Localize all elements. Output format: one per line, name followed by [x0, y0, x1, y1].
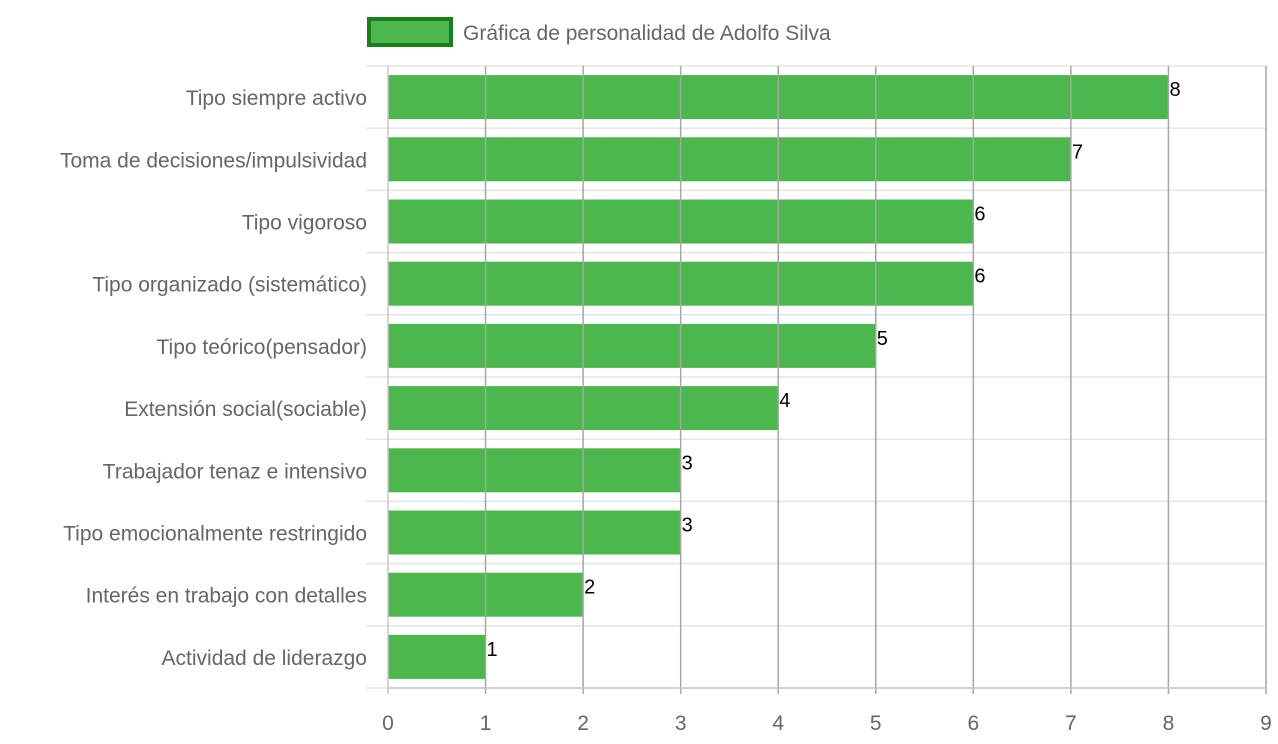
bar[interactable]	[388, 137, 1071, 182]
data-label: 1	[487, 639, 498, 661]
x-tick-label: 5	[870, 712, 882, 735]
x-tick-label: 8	[1163, 712, 1175, 735]
data-label: 2	[584, 577, 595, 599]
data-label: 5	[877, 328, 888, 350]
category-label: Tipo teórico(pensador)	[157, 336, 368, 359]
data-label: 4	[779, 390, 790, 412]
x-tick-label: 3	[675, 712, 687, 735]
axes: 0 1 2 3 4 5 6 7 8 9 Tipo siempre activo Toma de dec…	[60, 66, 1272, 735]
category-label: Tipo siempre activo	[186, 87, 367, 110]
data-label: 6	[974, 266, 985, 288]
category-label: Extensión social(sociable)	[124, 398, 367, 421]
category-label: Interés en trabajo con detalles	[86, 585, 367, 608]
x-tick-label: 7	[1065, 712, 1077, 735]
x-tick-label: 6	[967, 712, 979, 735]
legend[interactable]: Gráfica de personalidad de Adolfo Silva	[367, 17, 831, 47]
category-label: Tipo organizado (sistemático)	[92, 274, 367, 297]
data-label: 3	[682, 452, 693, 474]
data-label: 7	[1072, 141, 1083, 163]
legend-label: Gráfica de personalidad de Adolfo Silva	[463, 22, 831, 45]
category-label: Tipo vigoroso	[242, 212, 367, 235]
data-label: 3	[682, 515, 693, 537]
legend-swatch	[367, 17, 453, 47]
data-label: 8	[1169, 79, 1180, 101]
category-label: Actividad de liderazgo	[162, 647, 367, 670]
category-label: Trabajador tenaz e intensivo	[103, 460, 367, 483]
bar[interactable]	[388, 448, 681, 493]
data-label: 6	[974, 204, 985, 226]
bar[interactable]	[388, 323, 876, 368]
x-tick-label: 1	[480, 712, 492, 735]
x-tick-label: 0	[382, 712, 394, 735]
x-tick-label: 9	[1260, 712, 1272, 735]
category-label: Toma de decisiones/impulsividad	[60, 149, 367, 172]
x-tick-label: 4	[772, 712, 784, 735]
bar[interactable]	[388, 510, 681, 555]
bar[interactable]	[388, 634, 486, 679]
category-label: Tipo emocionalmente restringido	[63, 523, 367, 546]
x-tick-label: 2	[577, 712, 589, 735]
